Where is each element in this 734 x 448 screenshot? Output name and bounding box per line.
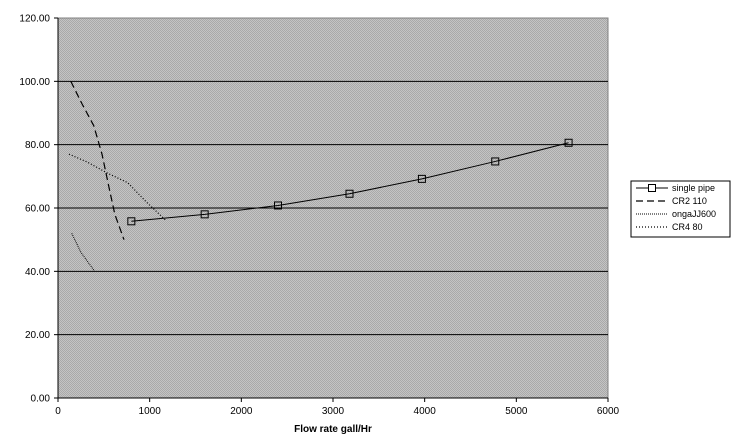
legend-label: CR2 110 (672, 196, 707, 206)
legend-label: single pipe (672, 183, 715, 193)
series-3 (68, 153, 167, 222)
y-tick-label: 40.00 (25, 267, 50, 278)
series-1 (70, 81, 125, 240)
grid-lines (58, 80, 608, 336)
x-tick-label: 4000 (414, 406, 437, 417)
legend-item: CR2 110 (636, 196, 707, 206)
series-line (71, 233, 96, 272)
legend-item: single pipe (636, 183, 715, 193)
series-layer (68, 81, 573, 272)
legend-box (630, 180, 731, 238)
data-point (345, 189, 354, 198)
x-axis-ticks: 0 1000 2000 3000 4000 5000 6000 (55, 18, 620, 417)
x-tick-label: 2000 (230, 406, 253, 417)
x-tick-label: 0 (55, 406, 61, 417)
series-2 (71, 233, 96, 272)
x-tick-label: 6000 (597, 406, 620, 417)
y-axis-ticks: 0.00 20.00 40.00 60.00 80.00 100.00 120.00 (19, 14, 58, 405)
legend: single pipe CR2 110 ongaJJ600 CR4 80 (630, 180, 731, 238)
y-tick-label: 60.00 (25, 204, 50, 215)
series-line (131, 142, 569, 222)
series-line (68, 153, 167, 222)
data-point (417, 174, 426, 183)
y-tick-label: 80.00 (25, 140, 50, 151)
legend-label: CR4 80 (672, 222, 703, 232)
x-tick-label: 1000 (139, 406, 162, 417)
data-point (127, 217, 136, 226)
data-point (564, 138, 573, 147)
x-tick-label: 5000 (505, 406, 528, 417)
series-line (70, 81, 125, 240)
legend-label: ongaJJ600 (672, 209, 716, 219)
legend-item: ongaJJ600 (636, 209, 716, 219)
legend-marker (648, 184, 656, 192)
legend-items: single pipe CR2 110 ongaJJ600 CR4 80 (636, 183, 716, 232)
y-tick-label: 0.00 (31, 394, 51, 405)
x-tick-label: 3000 (322, 406, 345, 417)
data-point (274, 201, 282, 210)
series-0 (127, 138, 573, 226)
y-tick-label: 120.00 (19, 14, 50, 25)
y-tick-label: 100.00 (19, 77, 50, 88)
x-axis-title: Flow rate gall/Hr (294, 424, 372, 435)
data-point (491, 157, 500, 166)
data-point (200, 210, 209, 219)
y-tick-label: 20.00 (25, 330, 50, 341)
legend-item: CR4 80 (636, 222, 703, 232)
